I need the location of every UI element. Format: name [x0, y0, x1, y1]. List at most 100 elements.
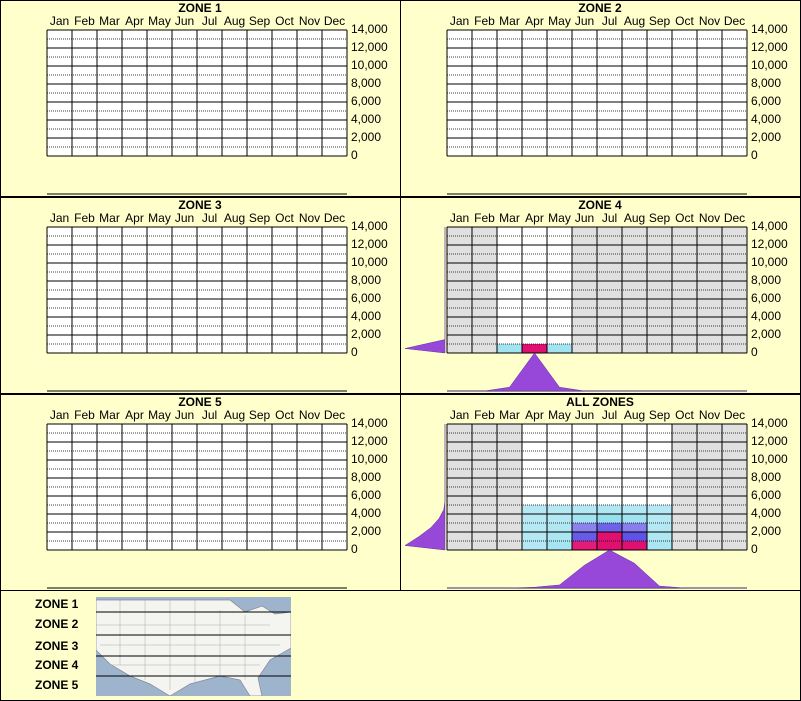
x-tick-label: Feb: [474, 211, 495, 225]
y-tick-label: 10,000: [751, 58, 788, 72]
y-tick-label: 0: [751, 345, 758, 359]
x-tick-label: May: [548, 211, 571, 225]
chart-title: ZONE 2: [578, 1, 622, 15]
heat-cell: [647, 505, 672, 514]
heat-cell: [572, 541, 597, 550]
chart-title: ZONE 3: [178, 198, 222, 212]
y-tick-label: 12,000: [751, 237, 788, 251]
x-tick-label: Oct: [675, 408, 694, 422]
y-tick-label: 14,000: [351, 219, 388, 233]
y-tick-label: 0: [751, 148, 758, 162]
x-tick-label: Feb: [74, 14, 95, 28]
x-tick-label: Mar: [99, 211, 120, 225]
month-profile: [447, 549, 747, 589]
heat-cell: [522, 514, 547, 523]
y-tick-label: 14,000: [751, 416, 788, 430]
x-tick-label: Sep: [249, 14, 271, 28]
x-tick-label: Jun: [175, 14, 194, 28]
heat-cell: [522, 505, 547, 514]
x-tick-label: Apr: [525, 211, 544, 225]
y-tick-label: 10,000: [751, 255, 788, 269]
y-tick-label: 4,000: [351, 309, 381, 323]
y-tick-label: 10,000: [351, 58, 388, 72]
y-tick-label: 8,000: [351, 273, 381, 287]
y-tick-label: 14,000: [351, 22, 388, 36]
heat-cell: [622, 505, 647, 514]
heat-cell: [572, 505, 597, 514]
heat-cell: [622, 532, 647, 541]
y-tick-label: 8,000: [351, 470, 381, 484]
x-tick-label: Jan: [50, 211, 69, 225]
no-data-shade: [672, 227, 697, 353]
no-data-shade: [472, 227, 497, 353]
elevation-profile: [404, 227, 446, 354]
x-tick-label: Dec: [724, 211, 745, 225]
x-tick-label: May: [148, 211, 171, 225]
y-tick-label: 6,000: [351, 488, 381, 502]
y-tick-label: 12,000: [751, 40, 788, 54]
x-tick-label: Sep: [649, 211, 671, 225]
heat-cell: [572, 514, 597, 523]
x-tick-label: Mar: [99, 14, 120, 28]
heat-cell: [647, 541, 672, 550]
x-tick-label: Jul: [602, 211, 617, 225]
x-tick-label: Apr: [525, 14, 544, 28]
y-tick-label: 4,000: [751, 309, 781, 323]
y-tick-label: 14,000: [751, 22, 788, 36]
y-tick-label: 0: [351, 345, 358, 359]
x-tick-label: Feb: [474, 14, 495, 28]
x-tick-label: Jun: [575, 408, 594, 422]
heat-cell: [622, 514, 647, 523]
y-tick-label: 6,000: [351, 94, 381, 108]
zone-label: ZONE 1: [35, 597, 79, 611]
heat-cell: [547, 344, 572, 353]
x-tick-label: Jul: [602, 14, 617, 28]
y-tick-label: 6,000: [351, 291, 381, 305]
y-tick-label: 6,000: [751, 488, 781, 502]
x-tick-label: Aug: [224, 14, 245, 28]
y-tick-label: 4,000: [751, 506, 781, 520]
y-tick-label: 10,000: [751, 452, 788, 466]
no-data-shade: [572, 227, 597, 353]
x-tick-label: Jul: [202, 14, 217, 28]
x-tick-label: Aug: [624, 408, 645, 422]
y-tick-label: 12,000: [351, 40, 388, 54]
heat-cell: [547, 505, 572, 514]
heat-cell: [547, 541, 572, 550]
y-tick-label: 2,000: [351, 130, 381, 144]
x-tick-label: Oct: [275, 211, 294, 225]
x-tick-label: Jun: [175, 211, 194, 225]
y-tick-label: 2,000: [751, 524, 781, 538]
x-tick-label: Nov: [299, 211, 320, 225]
x-tick-label: Jun: [575, 14, 594, 28]
x-tick-label: Jan: [450, 408, 469, 422]
heat-cell: [522, 344, 547, 353]
heat-cell: [522, 523, 547, 532]
y-tick-label: 2,000: [351, 327, 381, 341]
y-tick-label: 12,000: [751, 434, 788, 448]
x-tick-label: Oct: [275, 14, 294, 28]
zone-label: ZONE 4: [35, 658, 79, 672]
chart-title: ZONE 5: [178, 395, 222, 409]
x-tick-label: Oct: [275, 408, 294, 422]
x-tick-label: Jul: [602, 408, 617, 422]
x-tick-label: Aug: [624, 211, 645, 225]
x-tick-label: Nov: [699, 14, 720, 28]
x-tick-label: May: [548, 14, 571, 28]
heat-cell: [622, 541, 647, 550]
x-tick-label: Mar: [99, 408, 120, 422]
heat-cell: [497, 344, 522, 353]
heat-cell: [647, 523, 672, 532]
x-tick-label: Feb: [474, 408, 495, 422]
chart-title: ALL ZONES: [566, 395, 634, 409]
heat-cell: [647, 532, 672, 541]
x-tick-label: Sep: [249, 408, 271, 422]
heat-cell: [522, 532, 547, 541]
y-tick-label: 8,000: [751, 470, 781, 484]
y-tick-label: 6,000: [751, 94, 781, 108]
x-tick-label: Jan: [50, 408, 69, 422]
map: [96, 597, 291, 696]
chart-title: ZONE 1: [178, 1, 222, 15]
x-tick-label: Jul: [202, 211, 217, 225]
y-tick-label: 6,000: [751, 291, 781, 305]
